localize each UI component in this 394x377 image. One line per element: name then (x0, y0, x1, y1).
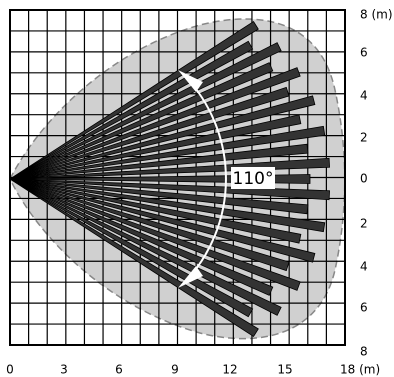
y-axis-label: 4 (360, 89, 368, 103)
beam (9, 157, 330, 180)
beam (9, 114, 302, 180)
frame (9, 9, 346, 346)
x-axis-label: 18 (m) (340, 363, 380, 377)
y-axis-label: 6 (360, 301, 368, 315)
y-axis-label: 0 (360, 172, 368, 186)
y-axis-label: 8 (360, 345, 368, 359)
x-axis-label: 15 (277, 363, 292, 377)
beam (9, 178, 309, 215)
beam (9, 178, 302, 244)
angle-arc (184, 75, 227, 283)
beam (9, 125, 326, 180)
x-axis-label: 0 (6, 363, 14, 377)
beam (9, 178, 316, 263)
beam (9, 178, 274, 296)
beam (9, 178, 259, 338)
axis-labels: 0 3 6 9 12 15 18 (m) 8 (m) 6 4 2 0 2 4 6 8 (6, 8, 392, 377)
beam (9, 178, 326, 233)
beam (9, 86, 290, 180)
beam (9, 95, 316, 180)
angle-label: 110° (233, 169, 274, 189)
x-axis-label: 9 (171, 363, 179, 377)
beam (9, 67, 301, 180)
arc-arrow-bottom (178, 266, 203, 288)
beam (9, 42, 282, 180)
beam (9, 178, 282, 316)
beam (9, 178, 290, 272)
x-axis-label: 12 (222, 363, 237, 377)
beam (9, 178, 330, 201)
y-axis-label: 4 (360, 260, 368, 274)
beam (9, 20, 259, 180)
beam (9, 40, 254, 180)
angle-label-box (231, 167, 275, 189)
arc-arrow-top (178, 70, 203, 92)
y-axis-label: 8 (m) (360, 8, 393, 22)
beam (9, 62, 274, 180)
y-axis-label: 2 (360, 131, 368, 145)
y-axis-label: 6 (360, 46, 368, 60)
beam (9, 178, 301, 291)
beam (9, 143, 309, 180)
y-axis-label: 2 (360, 217, 368, 231)
beam (9, 178, 254, 318)
x-axis-label: 3 (60, 363, 68, 377)
x-axis-label: 6 (115, 363, 123, 377)
